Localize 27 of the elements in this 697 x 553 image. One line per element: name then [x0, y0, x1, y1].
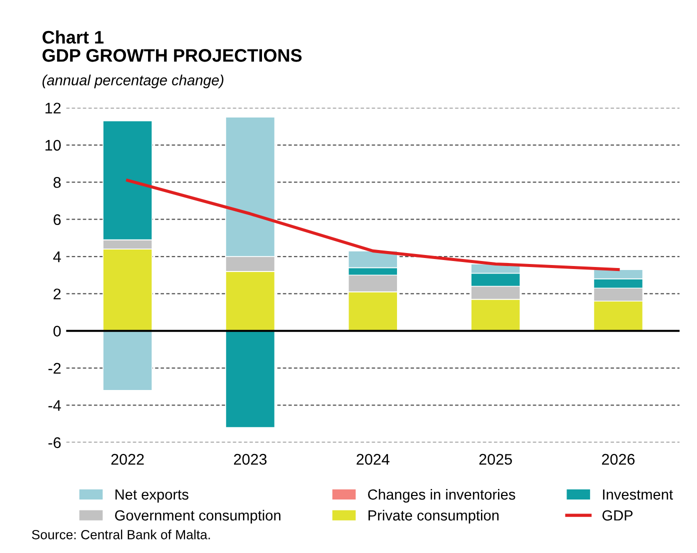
- y-tick-label: 0: [53, 326, 61, 337]
- y-tick-label: 4: [53, 252, 61, 262]
- y-tick-label: 8: [54, 177, 61, 188]
- y-tick-label: -6: [48, 437, 61, 448]
- legend-label: Net exports: [116, 490, 188, 503]
- x-tick-label: 2025: [479, 454, 512, 465]
- legend-label: Investment: [603, 490, 673, 500]
- chart-subtitle: (annual percentage change): [42, 74, 224, 88]
- bar: [225, 330, 276, 428]
- x-tick-label: 2024: [356, 454, 390, 465]
- x-tick-label: 2023: [234, 454, 267, 465]
- y-tick-label: -4: [48, 400, 61, 411]
- x-tick-label: 2026: [602, 454, 635, 465]
- legend-label: Changes in inventories: [368, 488, 516, 503]
- legend-label: Government consumption: [115, 510, 280, 524]
- chart-title: Chart 1 GDP GROWTH PROJECTIONS: [42, 30, 302, 62]
- bar: [102, 330, 153, 391]
- y-tick-label: 12: [46, 102, 61, 114]
- line-series: [126, 178, 620, 272]
- y-tick-label: 2: [54, 288, 61, 300]
- source-note: Source: Central Bank of Malta.: [32, 530, 210, 540]
- y-tick-label: 10: [46, 140, 61, 151]
- y-tick-label: 6: [54, 214, 61, 226]
- x-tick-label: 2022: [111, 454, 144, 465]
- legend-label: GDP: [602, 510, 633, 521]
- legend-label: Private consumption: [368, 510, 499, 524]
- y-tick-label: -2: [48, 362, 61, 374]
